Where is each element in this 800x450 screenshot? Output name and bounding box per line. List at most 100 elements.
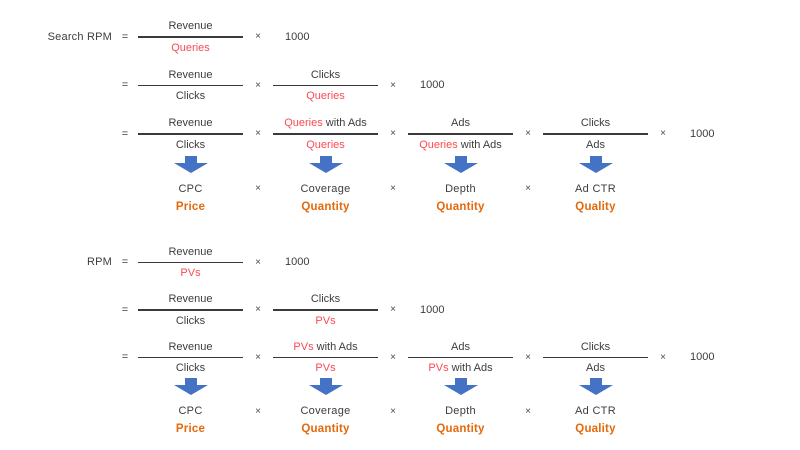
metric-label: Ad CTR xyxy=(575,405,616,417)
fraction-denominator: Clicks xyxy=(176,86,205,103)
term: Ads xyxy=(451,117,470,129)
fraction-numerator: Ads xyxy=(451,116,470,133)
fraction-bar xyxy=(273,133,378,135)
term: Revenue xyxy=(168,20,213,32)
highlighted-term: PVs xyxy=(315,362,336,374)
metric-label: Ad CTR xyxy=(575,182,616,195)
highlighted-term: PVs xyxy=(428,362,449,374)
fraction: Clicks Ads xyxy=(543,116,648,152)
highlighted-term: PVs xyxy=(180,267,201,279)
fraction-denominator: Clicks xyxy=(176,135,205,152)
down-arrow-icon xyxy=(543,378,648,395)
fraction-numerator: Ads xyxy=(451,340,470,357)
category-label: Quantity xyxy=(436,200,485,213)
highlighted-term: Queries xyxy=(419,138,458,151)
term: with Ads xyxy=(457,138,502,151)
fraction-denominator: PVs xyxy=(315,311,335,328)
highlighted-term: PVs xyxy=(315,314,336,327)
scale-factor: 1000 xyxy=(285,30,310,43)
fraction-bar xyxy=(138,261,243,263)
scale-factor: 1000 xyxy=(420,79,445,92)
equals-sign: = xyxy=(121,303,129,316)
category-label: Price xyxy=(175,200,206,213)
fraction-bar xyxy=(138,84,243,86)
multiply-sign: × xyxy=(255,183,261,194)
term: with Ads xyxy=(448,362,493,374)
multiply-sign: × xyxy=(660,128,666,140)
fraction-numerator: PVs with Ads xyxy=(293,340,357,357)
fraction-numerator: Revenue xyxy=(168,19,212,36)
fraction-bar xyxy=(138,356,243,358)
multiply-sign: × xyxy=(255,128,261,140)
fraction: Ads PVs with Ads xyxy=(408,340,513,376)
fraction: Clicks PVs xyxy=(273,292,378,328)
fraction: Clicks Ads xyxy=(543,340,648,376)
fraction-numerator: Revenue xyxy=(168,292,212,309)
term: Clicks xyxy=(175,362,206,374)
category-label: Quantity xyxy=(436,423,485,435)
multiply-sign: × xyxy=(255,405,261,417)
fraction: Revenue Clicks xyxy=(138,292,243,328)
term: with Ads xyxy=(322,117,367,129)
fraction-numerator: Revenue xyxy=(168,68,212,85)
down-arrow-icon xyxy=(138,155,243,173)
term: Revenue xyxy=(168,245,213,258)
multiply-sign: × xyxy=(390,351,396,363)
metric-label: Depth xyxy=(445,405,476,417)
down-arrow-icon xyxy=(543,155,648,173)
fraction: PVs with Ads PVs xyxy=(273,340,378,376)
term: Clicks xyxy=(310,68,341,81)
category-label: Quantity xyxy=(301,423,350,435)
fraction-denominator: Ads xyxy=(586,358,605,375)
fraction: Revenue Clicks xyxy=(138,68,243,104)
equation-row: RPM = Revenue PVs × 1000 xyxy=(0,245,800,281)
multiply-sign: × xyxy=(525,405,531,417)
multiply-sign: × xyxy=(255,304,261,316)
multiply-sign: × xyxy=(525,183,531,194)
term: Clicks xyxy=(175,314,206,327)
multiply-sign: × xyxy=(525,351,531,363)
down-arrow-icon xyxy=(408,155,513,173)
fraction: Queries with Ads Queries xyxy=(273,116,378,152)
term: Revenue xyxy=(168,68,213,81)
multiply-sign: × xyxy=(255,79,261,91)
metric-row: CPC × Coverage × Depth × Ad CTR xyxy=(0,404,800,418)
metric-label: Coverage xyxy=(300,182,351,195)
down-arrow-icon xyxy=(273,378,378,395)
equation-row: Search RPM = Revenue Queries × 1000 xyxy=(0,19,800,55)
category-label: Price xyxy=(175,423,206,435)
fraction-numerator: Clicks xyxy=(311,292,340,309)
term: Ads xyxy=(586,138,605,151)
equals-sign: = xyxy=(121,30,129,43)
fraction-numerator: Revenue xyxy=(168,340,212,357)
term: Revenue xyxy=(168,293,213,305)
multiply-sign: × xyxy=(390,405,396,417)
metric-label: Coverage xyxy=(300,405,351,417)
down-arrow-icon xyxy=(138,378,243,395)
equals-sign: = xyxy=(121,256,129,269)
multiply-sign: × xyxy=(255,351,261,363)
term: Clicks xyxy=(175,138,206,151)
term: Clicks xyxy=(175,90,206,102)
highlighted-term: Queries xyxy=(306,138,345,151)
fraction-numerator: Clicks xyxy=(581,340,610,357)
metric-row: CPC × Coverage × Depth × Ad CTR xyxy=(0,182,800,196)
multiply-sign: × xyxy=(660,351,666,363)
category-label: Quality xyxy=(575,423,616,435)
highlighted-term: PVs xyxy=(293,340,314,353)
multiply-sign: × xyxy=(390,128,396,140)
group-rpm: RPM = Revenue PVs × 1000 = Revenue Clicks × Clicks… xyxy=(0,245,800,437)
equals-sign: = xyxy=(121,79,129,92)
fraction-bar xyxy=(543,356,648,358)
fraction-numerator: Clicks xyxy=(311,68,340,85)
fraction-denominator: Ads xyxy=(586,135,605,152)
down-arrow-icon xyxy=(408,378,513,395)
fraction-denominator: PVs with Ads xyxy=(428,358,492,375)
fraction: Revenue PVs xyxy=(138,245,243,281)
metric-label: CPC xyxy=(178,405,203,417)
multiply-sign: × xyxy=(390,79,396,91)
arrow-row xyxy=(0,378,800,395)
fraction-bar xyxy=(543,133,648,135)
term: Ads xyxy=(586,362,605,374)
equation-row: = Revenue Clicks × PVs with Ads PVs × Ads PVs wi… xyxy=(0,340,800,376)
